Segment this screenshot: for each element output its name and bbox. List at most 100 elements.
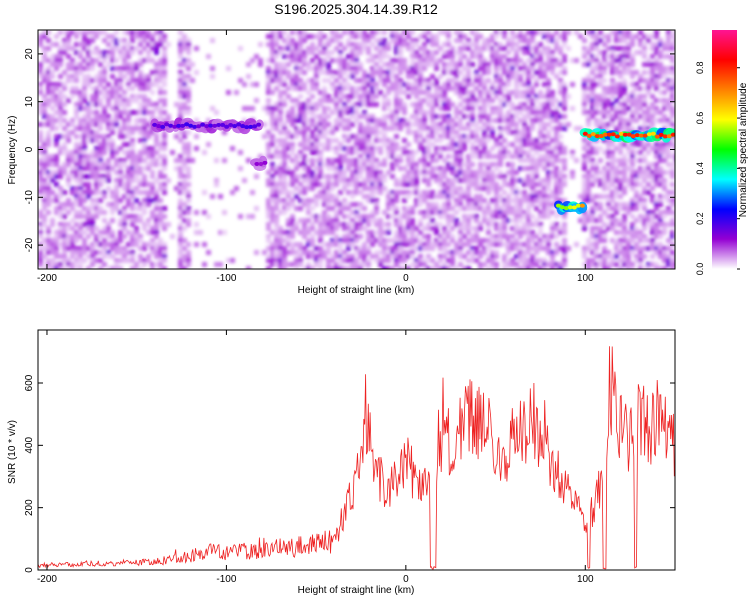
heatmap-cell xyxy=(154,194,159,199)
heatmap-cell xyxy=(98,198,103,203)
heatmap-cell xyxy=(522,142,527,147)
heatmap-cell xyxy=(330,130,335,135)
heatmap-cell xyxy=(138,94,143,99)
heatmap-cell xyxy=(418,218,423,223)
heatmap-cell xyxy=(554,266,559,269)
heatmap-cell xyxy=(38,146,43,151)
heatmap-cell xyxy=(606,262,611,267)
heatmap-cell xyxy=(474,150,479,155)
heatmap-cell xyxy=(150,34,155,39)
heatmap-cell xyxy=(390,122,395,127)
heatmap-cell xyxy=(282,162,287,167)
heatmap-cell xyxy=(114,102,119,107)
heatmap-cell xyxy=(46,134,51,139)
heatmap-cell xyxy=(174,166,179,171)
heatmap-cell xyxy=(382,102,387,107)
heatmap-cell xyxy=(106,266,111,269)
heatmap-cell xyxy=(346,258,351,263)
heatmap-cell xyxy=(622,250,627,255)
heatmap-cell xyxy=(446,102,451,107)
heatmap-cell xyxy=(482,210,487,215)
heatmap-cell xyxy=(518,102,523,107)
heatmap-cell xyxy=(182,86,187,91)
heatmap-cell xyxy=(522,122,527,127)
heatmap-cell xyxy=(134,82,139,87)
heatmap-cell xyxy=(130,38,135,43)
heatmap-cell xyxy=(470,250,475,255)
heatmap-cell xyxy=(526,114,531,119)
heatmap-cell xyxy=(390,110,395,115)
heatmap-cell xyxy=(338,246,343,251)
heatmap-cell xyxy=(274,38,279,43)
heatmap-cell xyxy=(490,146,495,151)
heatmap-cell xyxy=(126,102,131,107)
heatmap-cell xyxy=(78,142,83,147)
heatmap-cell xyxy=(626,118,631,123)
heatmap-cell xyxy=(382,250,387,255)
heatmap-cell xyxy=(330,254,335,259)
heatmap-cell xyxy=(430,122,435,127)
heatmap-cell xyxy=(302,174,307,179)
heatmap-cell xyxy=(298,82,303,87)
heatmap-cell xyxy=(486,138,491,143)
heatmap-cell xyxy=(458,226,463,231)
heatmap-cell xyxy=(382,30,387,35)
heatmap-cell xyxy=(582,222,587,227)
heatmap-cell xyxy=(302,134,307,139)
heatmap-cell xyxy=(582,250,587,255)
heatmap-cell xyxy=(358,30,363,35)
heatmap-cell xyxy=(618,170,623,175)
heatmap-cell xyxy=(126,166,131,171)
heatmap-cell xyxy=(630,150,635,155)
heatmap-cell xyxy=(406,226,411,231)
heatmap-cell xyxy=(278,246,283,251)
heatmap-cell xyxy=(70,186,75,191)
heatmap-cell xyxy=(486,126,491,131)
heatmap-cell xyxy=(98,174,103,179)
heatmap-cell xyxy=(106,226,111,231)
heatmap-cell xyxy=(46,210,51,215)
heatmap-cell xyxy=(154,162,159,167)
heatmap-cell xyxy=(150,130,155,135)
heatmap-cell xyxy=(370,158,375,163)
heatmap-cell xyxy=(54,86,59,91)
heatmap-cell xyxy=(474,246,479,251)
heatmap-cell xyxy=(50,238,55,243)
heatmap-cell xyxy=(110,58,115,63)
heatmap-cell xyxy=(422,242,427,247)
heatmap-cell xyxy=(178,46,183,51)
heatmap-cell xyxy=(490,134,495,139)
heatmap-cell xyxy=(38,150,43,155)
heatmap-cell xyxy=(514,106,519,111)
heatmap-cell xyxy=(618,58,623,63)
heatmap-cell xyxy=(142,110,147,115)
heatmap-cell xyxy=(550,150,555,155)
heatmap-cell xyxy=(38,230,43,235)
heatmap-cell xyxy=(330,266,335,269)
heatmap-cell xyxy=(78,194,83,199)
heatmap-cell xyxy=(494,106,499,111)
heatmap-cell xyxy=(594,38,599,43)
heatmap-cell xyxy=(526,138,531,143)
heatmap-cell xyxy=(562,66,567,71)
heatmap-cell xyxy=(346,214,351,219)
heatmap-cell xyxy=(118,234,123,239)
heatmap-cell xyxy=(46,226,51,231)
heatmap-cell xyxy=(370,234,375,239)
heatmap-cell xyxy=(118,246,123,251)
heatmap-cell xyxy=(306,262,311,267)
heatmap-cell xyxy=(74,70,79,75)
heatmap-cell xyxy=(298,218,303,223)
heatmap-cell xyxy=(474,74,479,79)
heatmap-cell xyxy=(146,198,151,203)
heatmap-cell xyxy=(274,198,279,203)
heatmap-cell xyxy=(42,246,47,251)
heatmap-cell xyxy=(546,162,551,167)
heatmap-cell xyxy=(438,86,443,91)
heatmap-cell xyxy=(286,118,291,123)
heatmap-cell xyxy=(310,106,315,111)
heatmap-cell xyxy=(378,66,383,71)
heatmap-cell xyxy=(438,74,443,79)
heatmap-cell xyxy=(90,158,95,163)
heatmap-cell xyxy=(54,98,59,103)
